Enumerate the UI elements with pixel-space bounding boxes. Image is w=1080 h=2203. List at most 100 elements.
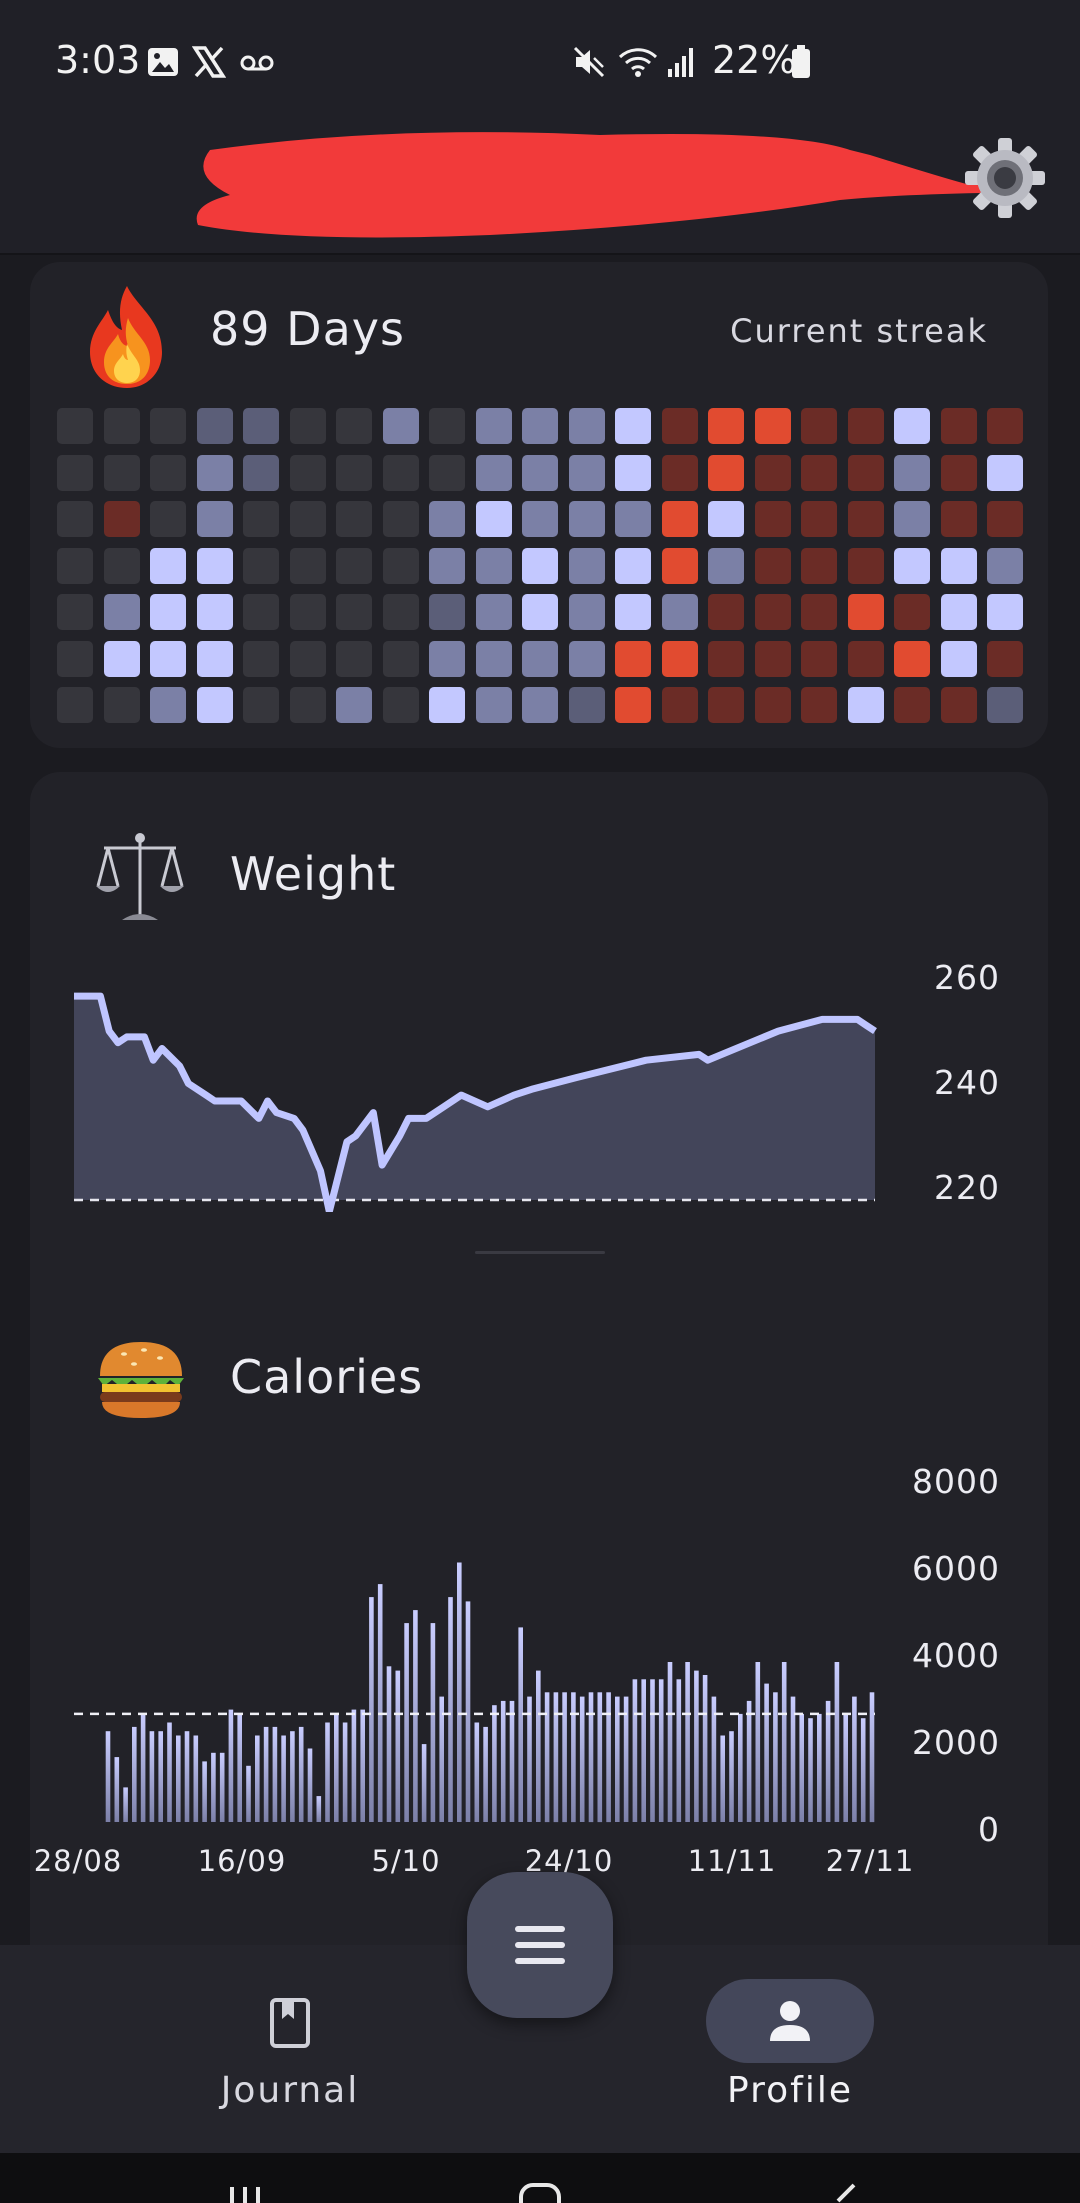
streak-day-cell — [615, 454, 651, 491]
calories-bar — [808, 1718, 813, 1822]
streak-day-cell — [243, 640, 279, 677]
recents-icon[interactable] — [220, 2187, 270, 2203]
streak-day-cell — [708, 408, 744, 444]
calories-bar — [123, 1787, 128, 1822]
weight-chart — [74, 992, 877, 1212]
streak-day-cell — [801, 640, 837, 677]
streak-day-cell — [615, 547, 651, 584]
calories-x-tick: 11/11 — [687, 1844, 777, 1878]
streak-day-cell — [429, 640, 465, 677]
wifi-icon — [618, 48, 658, 77]
calories-bar — [738, 1713, 743, 1822]
streak-day-cell — [661, 687, 698, 723]
signal-icon — [668, 48, 693, 77]
streak-day-cell — [940, 640, 977, 677]
streak-day-cell — [150, 408, 186, 444]
streak-day-cell — [475, 687, 512, 723]
streak-day-cell — [847, 687, 884, 723]
streak-day-cell — [568, 408, 605, 444]
streak-day-cell — [940, 594, 977, 630]
calories-x-tick: 5/10 — [371, 1844, 441, 1878]
calories-bar — [342, 1722, 348, 1822]
calories-bar — [755, 1662, 761, 1822]
streak-day-cell — [940, 547, 977, 584]
calories-bar — [184, 1731, 190, 1822]
calories-bar — [597, 1692, 603, 1823]
back-icon[interactable] — [830, 2183, 860, 2203]
calories-bar — [746, 1700, 752, 1822]
streak-day-cell — [196, 547, 233, 584]
calories-bar — [325, 1722, 330, 1822]
calories-y-tick: 0 — [978, 1810, 1000, 1849]
calories-bar — [395, 1670, 401, 1822]
nav-journal-icon-container[interactable] — [206, 1979, 374, 2063]
calories-bar — [562, 1692, 567, 1823]
section-divider — [475, 1251, 605, 1254]
calories-x-tick: 27/11 — [825, 1844, 915, 1878]
calories-chart — [74, 1562, 875, 1823]
streak-day-cell — [522, 547, 558, 584]
weight-y-tick: 240 — [934, 1063, 1000, 1102]
streak-day-cell — [568, 687, 605, 723]
streak-day-cell — [289, 408, 326, 444]
calories-bar — [544, 1692, 550, 1823]
calories-bar — [694, 1670, 699, 1822]
streak-day-cell — [57, 594, 93, 630]
menu-fab[interactable] — [467, 1872, 613, 2018]
calories-bar — [360, 1709, 365, 1822]
calories-title: Calories — [230, 1350, 424, 1404]
scale-icon — [96, 833, 184, 920]
streak-day-cell — [150, 594, 186, 630]
calories-bar — [860, 1718, 866, 1822]
calories-bar — [246, 1765, 251, 1822]
nav-profile[interactable]: Profile — [640, 1945, 940, 2153]
calories-bar — [509, 1700, 515, 1822]
streak-day-cell — [243, 454, 279, 491]
streak-day-cell — [568, 594, 605, 630]
calories-bar — [465, 1601, 471, 1822]
nav-journal[interactable]: Journal — [140, 1945, 440, 2153]
calories-bar — [615, 1696, 620, 1822]
calories-bar — [711, 1696, 717, 1822]
calories-bar — [729, 1731, 734, 1822]
streak-day-cell — [429, 687, 465, 723]
calories-bar — [702, 1675, 708, 1822]
calories-bar — [799, 1713, 804, 1822]
streak-day-cell — [847, 454, 884, 491]
streak-day-cell — [661, 408, 698, 444]
streak-day-cell — [754, 454, 791, 491]
calories-bar — [483, 1726, 488, 1822]
streak-day-cell — [522, 640, 558, 677]
streak-day-cell — [522, 594, 558, 630]
streak-day-cell — [429, 501, 465, 537]
streak-day-cell — [475, 594, 512, 630]
calories-y-tick: 2000 — [912, 1723, 1000, 1762]
calories-bar — [377, 1584, 383, 1822]
streak-day-cell — [382, 408, 419, 444]
calories-bar — [369, 1597, 374, 1822]
calories-bar — [430, 1623, 436, 1822]
streak-day-cell — [196, 640, 233, 677]
calories-bar — [272, 1726, 278, 1822]
streak-day-cell — [847, 547, 884, 584]
streak-day-cell — [196, 594, 233, 630]
home-icon[interactable] — [515, 2183, 565, 2203]
streak-day-cell — [894, 687, 930, 723]
streak-day-cell — [243, 501, 279, 537]
streak-day-cell — [522, 501, 558, 537]
calories-bar — [632, 1679, 638, 1822]
streak-day-cell — [754, 640, 791, 677]
streak-day-cell — [103, 454, 140, 491]
streak-day-cell — [894, 547, 930, 584]
journal-icon — [270, 1998, 310, 2048]
streak-day-cell — [336, 501, 372, 537]
menu-icon-bar — [515, 1926, 565, 1932]
streak-day-cell — [847, 640, 884, 677]
calories-bar — [606, 1692, 611, 1823]
nav-profile-icon-container[interactable] — [706, 1979, 874, 2063]
streak-day-cell — [289, 640, 326, 677]
gear-icon[interactable] — [962, 135, 1048, 221]
calories-bar — [237, 1713, 242, 1822]
calories-bar — [825, 1700, 831, 1822]
streak-heatmap — [57, 408, 1037, 738]
